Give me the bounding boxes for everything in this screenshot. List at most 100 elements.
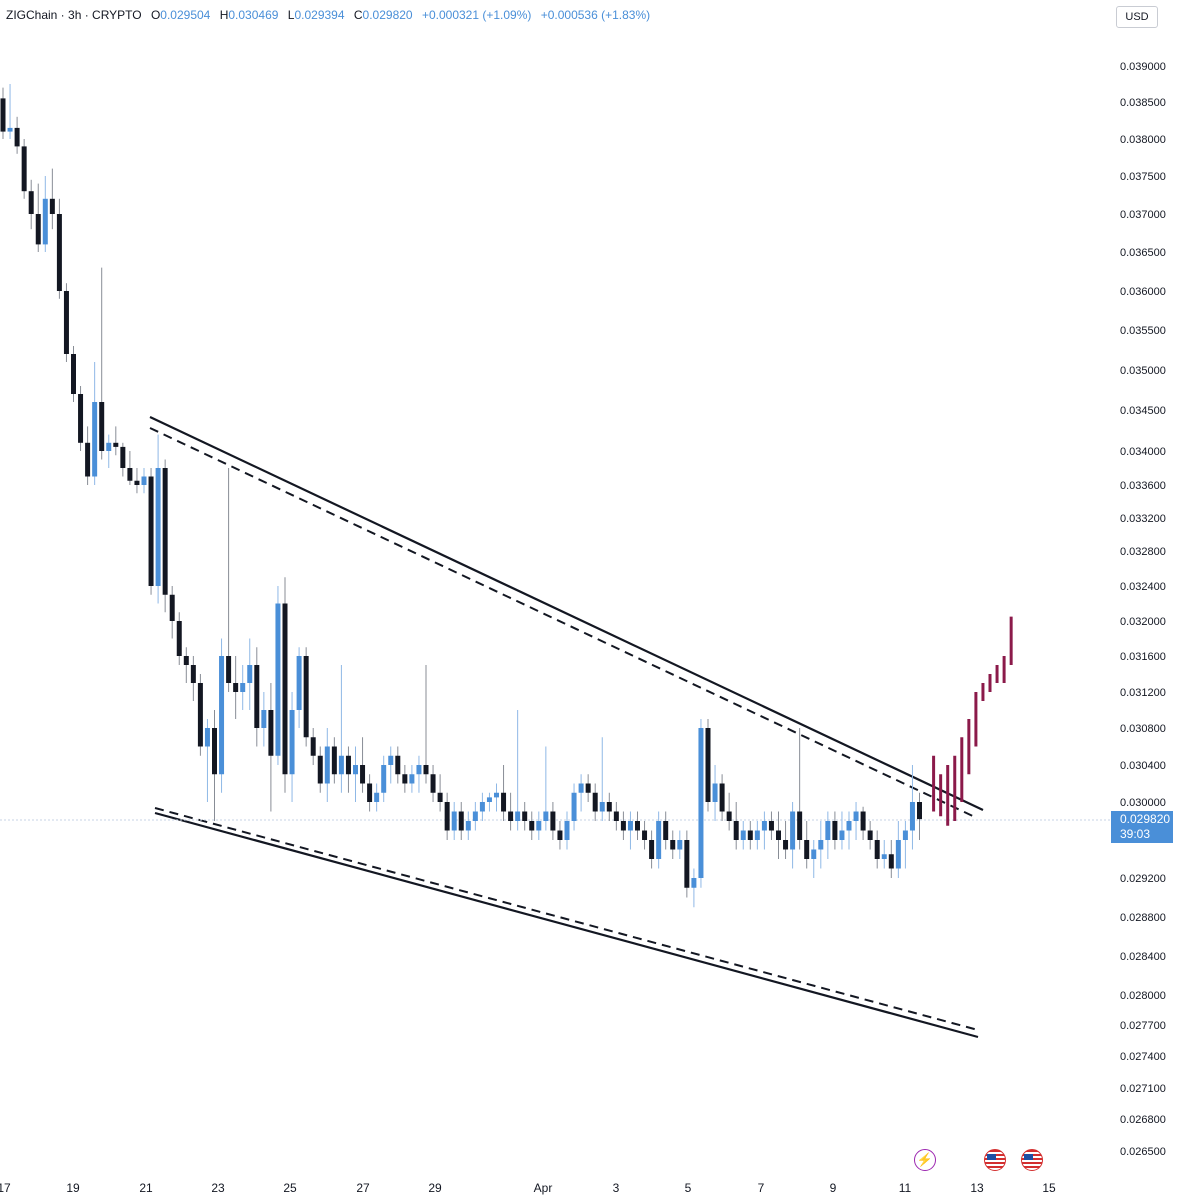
candle-body xyxy=(141,476,147,485)
candle xyxy=(261,692,267,747)
candle-body xyxy=(522,811,528,821)
candle-body xyxy=(909,802,915,831)
high-value: 0.030469 xyxy=(228,8,279,22)
candle-body xyxy=(353,765,358,775)
candle xyxy=(578,774,584,812)
candle-body xyxy=(917,802,922,820)
candle xyxy=(832,811,838,850)
candle xyxy=(642,821,648,850)
candle xyxy=(395,746,401,784)
candle xyxy=(564,811,570,850)
candle xyxy=(63,283,69,362)
candle-body xyxy=(388,755,394,765)
candle-body xyxy=(691,878,697,888)
candle-body xyxy=(444,802,450,831)
upper-trendline-dashed xyxy=(149,427,978,819)
candle xyxy=(895,821,901,878)
price-tick-label: 0.027700 xyxy=(1120,1020,1166,1032)
candle-body xyxy=(113,442,119,447)
candle-body xyxy=(0,98,6,132)
us-flag-icon[interactable] xyxy=(1021,1149,1043,1171)
candle xyxy=(543,746,549,831)
candle-body xyxy=(282,603,288,775)
time-tick-label: 3 xyxy=(613,1181,620,1195)
candle-body xyxy=(494,792,499,798)
candle-body xyxy=(416,765,422,775)
time-tick-label: 27 xyxy=(356,1181,370,1195)
candle-body xyxy=(381,765,387,793)
candle-body xyxy=(275,603,281,756)
price-tick-label: 0.030800 xyxy=(1120,723,1166,735)
candle-body xyxy=(106,442,112,451)
candle xyxy=(691,868,697,908)
candle-body xyxy=(839,830,845,840)
candle xyxy=(212,710,217,821)
candle xyxy=(902,821,908,869)
candle-body xyxy=(176,621,182,656)
candle-body xyxy=(120,446,126,468)
candle-body xyxy=(768,821,774,831)
candle xyxy=(416,755,422,793)
candle-body xyxy=(240,683,246,692)
candle xyxy=(768,811,774,840)
candle-body xyxy=(226,656,232,683)
candle-body xyxy=(557,830,563,840)
candle-body xyxy=(536,821,542,831)
candle xyxy=(670,830,676,859)
candle-body xyxy=(740,830,746,840)
candle-body xyxy=(635,821,640,831)
candle-body xyxy=(515,811,521,821)
candle xyxy=(754,821,760,850)
projection-layer xyxy=(932,616,1013,826)
candle-body xyxy=(28,191,34,214)
candle-body xyxy=(613,811,619,821)
candle xyxy=(613,802,619,831)
candle xyxy=(733,802,739,850)
price-tick-label: 0.027100 xyxy=(1120,1083,1166,1095)
candle-body xyxy=(63,291,69,354)
candle-body xyxy=(818,840,824,850)
price-tick-label: 0.029200 xyxy=(1120,873,1166,885)
us-flag-icon[interactable] xyxy=(984,1149,1006,1171)
candle-body xyxy=(649,840,655,859)
low-value: 0.029394 xyxy=(294,8,345,22)
candle-body xyxy=(219,656,225,775)
candle xyxy=(571,783,577,831)
time-axis[interactable]: 17 19 21 23 25 27 29 Apr 3 5 7 9 11 13 15 xyxy=(0,1181,1056,1195)
candle xyxy=(719,774,725,821)
candle-body xyxy=(627,821,633,831)
candle xyxy=(388,746,394,784)
candle xyxy=(472,802,478,831)
candle xyxy=(367,774,373,812)
candle xyxy=(585,774,591,802)
candle-body xyxy=(423,765,429,775)
candle-body xyxy=(902,830,908,840)
candle xyxy=(324,728,330,802)
candle xyxy=(317,746,323,793)
candle-body xyxy=(374,792,380,802)
candle xyxy=(155,434,161,604)
candle-body xyxy=(7,127,13,132)
candle-body xyxy=(790,811,796,850)
candle xyxy=(501,765,507,821)
currency-button[interactable]: USD xyxy=(1116,6,1158,28)
price-tick-label: 0.031600 xyxy=(1120,651,1166,663)
lower-trendline-solid xyxy=(154,811,979,1039)
candle xyxy=(409,765,415,793)
candle-body xyxy=(508,811,514,821)
candle-body xyxy=(197,683,203,747)
candle-body xyxy=(324,746,330,784)
candle-body xyxy=(705,728,711,802)
candle xyxy=(881,840,887,869)
price-axis[interactable]: 0.039000 0.038500 0.038000 0.037500 0.037000… xyxy=(1120,61,1166,1158)
candle xyxy=(331,737,337,784)
candle-body xyxy=(212,728,217,775)
price-tick-label: 0.030000 xyxy=(1120,797,1166,809)
lightning-icon[interactable]: ⚡ xyxy=(914,1149,936,1171)
candle-body xyxy=(183,656,189,665)
price-tick-label: 0.038500 xyxy=(1120,97,1166,109)
price-tick-label: 0.039000 xyxy=(1120,61,1166,73)
candle-body xyxy=(642,830,648,840)
candle xyxy=(402,765,408,793)
